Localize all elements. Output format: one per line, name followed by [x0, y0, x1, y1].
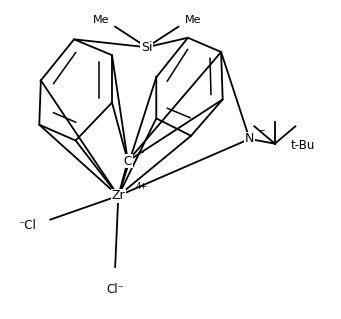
Text: −: − — [136, 147, 143, 156]
Text: ⁻Cl: ⁻Cl — [18, 219, 36, 233]
Text: N: N — [245, 132, 254, 145]
Text: Me: Me — [93, 15, 109, 26]
Text: Si: Si — [141, 41, 152, 54]
Text: −: − — [257, 125, 265, 134]
Text: t-Bu: t-Bu — [291, 139, 315, 152]
Text: Me: Me — [184, 15, 201, 26]
Text: 4+: 4+ — [136, 182, 148, 191]
Text: C: C — [124, 155, 132, 167]
Text: Cl⁻: Cl⁻ — [106, 283, 124, 296]
Text: Zr: Zr — [112, 189, 125, 202]
